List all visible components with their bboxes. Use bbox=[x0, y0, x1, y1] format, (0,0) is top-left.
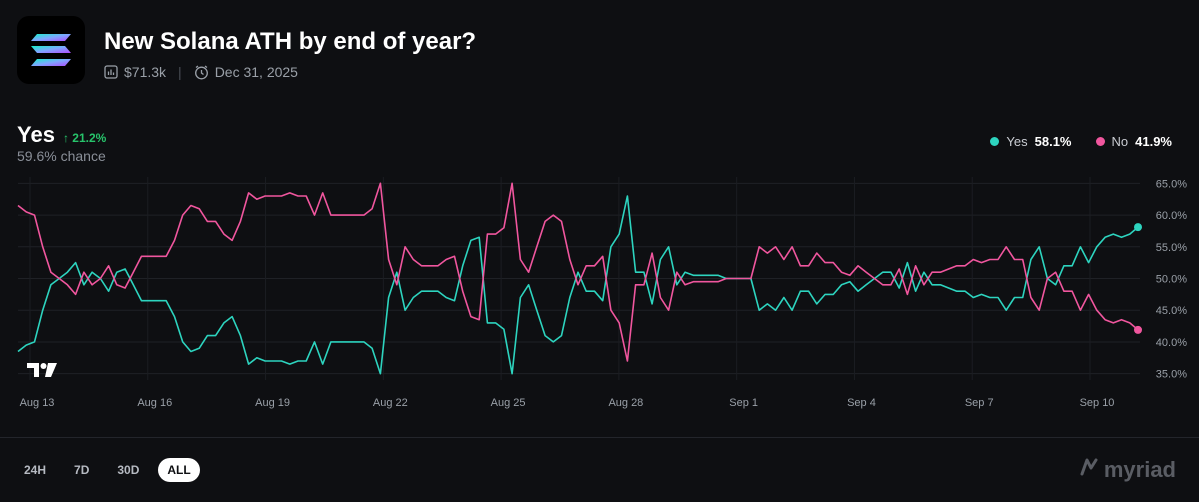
legend-item-no[interactable]: No 41.9% bbox=[1095, 134, 1172, 149]
volume-icon bbox=[104, 65, 118, 79]
x-tick-label: Aug 19 bbox=[255, 397, 290, 409]
range-all-button[interactable]: ALL bbox=[158, 458, 200, 482]
x-tick-label: Aug 13 bbox=[20, 397, 55, 409]
brand-name: myriad bbox=[1103, 457, 1176, 482]
legend-label-yes: Yes bbox=[1006, 134, 1028, 149]
end-date: Dec 31, 2025 bbox=[214, 64, 298, 80]
y-tick-label: 35.0% bbox=[1156, 369, 1187, 381]
outcome-chance: 59.6% chance bbox=[17, 148, 106, 164]
arrow-up-icon: ↑ bbox=[62, 131, 69, 145]
price-chart[interactable]: 65.0% 60.0% 55.0% 50.0% 45.0% 40.0% 35.0% Aug 1… bbox=[0, 175, 1199, 415]
x-tick-label: Aug 25 bbox=[491, 397, 526, 409]
legend-item-yes[interactable]: Yes 58.1% bbox=[990, 134, 1072, 149]
y-tick-label: 60.0% bbox=[1156, 210, 1187, 222]
tradingview-logo bbox=[26, 362, 58, 383]
volume-value: $71.3k bbox=[124, 64, 167, 80]
series-line-yes bbox=[17, 195, 1139, 375]
x-tick-label: Aug 16 bbox=[137, 397, 172, 409]
range-7d-button[interactable]: 7D bbox=[65, 458, 98, 482]
y-tick-label: 40.0% bbox=[1156, 337, 1187, 349]
outcome-change-value: 21.2% bbox=[72, 131, 107, 145]
legend-label-no: No bbox=[1111, 134, 1129, 149]
outcome-name: Yes bbox=[17, 122, 55, 147]
myriad-icon bbox=[1078, 456, 1100, 484]
divider bbox=[0, 437, 1199, 438]
x-tick-label: Sep 7 bbox=[965, 397, 994, 409]
legend-dot-no bbox=[1095, 137, 1105, 146]
outcome-header: Yes ↑ 21.2% bbox=[17, 122, 106, 148]
series-endpoint-yes bbox=[1134, 223, 1142, 232]
market-meta: $71.3k | Dec 31, 2025 bbox=[104, 63, 298, 81]
y-tick-label: 45.0% bbox=[1156, 305, 1187, 317]
x-tick-label: Sep 4 bbox=[847, 397, 876, 409]
outcome-change: ↑ 21.2% bbox=[63, 131, 106, 145]
x-tick-label: Aug 22 bbox=[373, 397, 408, 409]
time-range-selector: 24H 7D 30D ALL bbox=[15, 458, 200, 482]
y-tick-label: 65.0% bbox=[1156, 178, 1187, 190]
legend-value-yes: 58.1% bbox=[1034, 134, 1072, 149]
series-endpoint-no bbox=[1134, 325, 1142, 334]
y-tick-label: 55.0% bbox=[1156, 242, 1187, 254]
brand: myriad bbox=[1078, 456, 1176, 484]
range-24h-button[interactable]: 24H bbox=[15, 458, 55, 482]
series-line-no bbox=[17, 182, 1139, 362]
market-title: New Solana ATH by end of year? bbox=[104, 28, 477, 55]
legend-dot-yes bbox=[990, 137, 1000, 146]
clock-icon bbox=[194, 64, 209, 80]
solana-logo bbox=[17, 16, 85, 84]
meta-separator: | bbox=[178, 64, 182, 80]
legend-value-no: 41.9% bbox=[1135, 134, 1172, 149]
range-30d-button[interactable]: 30D bbox=[108, 458, 148, 482]
y-tick-label: 50.0% bbox=[1156, 274, 1187, 286]
x-tick-label: Sep 10 bbox=[1080, 397, 1115, 409]
x-tick-label: Aug 28 bbox=[608, 397, 643, 409]
chart-legend: Yes 58.1% No 41.9% bbox=[990, 134, 1172, 149]
x-tick-label: Sep 1 bbox=[729, 397, 758, 409]
